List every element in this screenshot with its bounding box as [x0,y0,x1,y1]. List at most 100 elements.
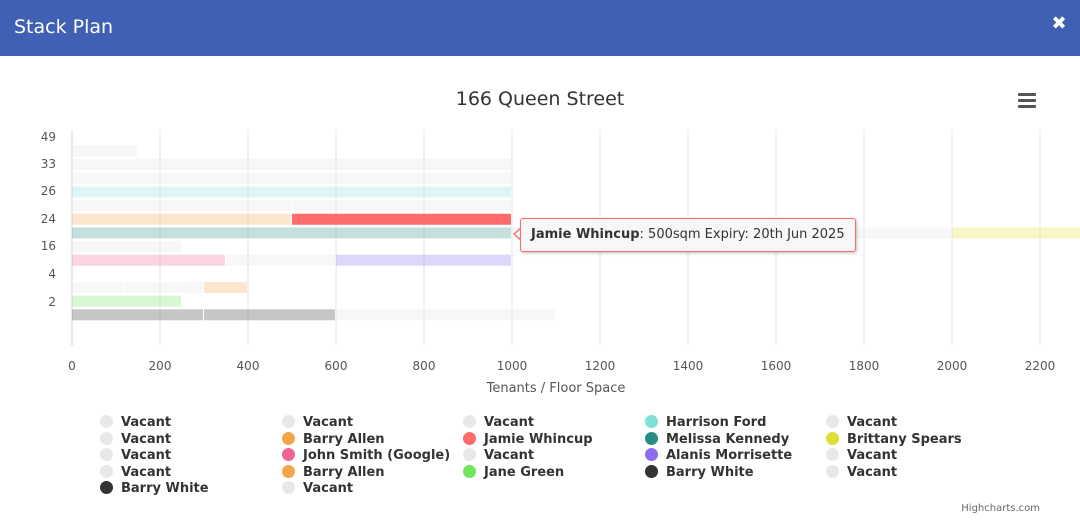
chart-tooltip: Jamie Whincup: 500sqm Expiry: 20th Jun 2… [520,218,856,252]
legend-symbol [645,415,658,428]
tooltip-arrow-inner [515,228,522,240]
legend-symbol [100,415,113,428]
bar-segment [72,186,511,198]
legend-label: Brittany Spears [847,431,962,447]
bar-segment [124,282,203,293]
bar-segment [72,241,181,253]
close-icon[interactable]: ✖ [1051,13,1067,34]
legend-item[interactable]: Vacant [463,448,534,464]
legend-label: Vacant [121,448,172,463]
legend-item[interactable]: Vacant [826,415,897,431]
bar-segment [72,227,511,239]
y-tick-label: 2 [48,295,56,309]
x-tick-label: 1400 [673,359,704,373]
highcharts-credits[interactable]: Highcharts.com [961,503,1040,514]
legend-item[interactable]: Barry White [100,481,209,497]
legend-symbol [282,481,295,494]
legend-label: Vacant [121,464,172,480]
legend-label: Vacant [484,415,535,430]
legend-label: Vacant [847,415,898,430]
bar-segment [72,172,511,184]
y-tick-label: 4 [48,267,56,281]
legend-item[interactable]: Vacant [282,415,353,431]
legend-item[interactable]: Vacant [826,464,898,481]
legend-label: John Smith (Google) [303,448,451,463]
y-tick-label: 33 [41,157,56,171]
legend-label: Vacant [121,415,172,430]
legend-symbol [645,464,658,478]
legend-symbol [100,431,113,445]
legend-item[interactable]: Vacant [100,415,171,431]
legend-item[interactable]: Vacant [100,431,171,448]
bar-segment [952,227,1080,239]
x-tick-label: 2200 [1025,359,1056,373]
bar-segment [292,200,511,212]
legend-symbol [826,431,839,445]
legend-label: Vacant [484,448,535,463]
modal-title: Stack Plan [14,16,114,38]
legend-symbol [645,448,658,461]
legend-symbol [463,448,476,461]
hamburger-menu-icon[interactable] [1016,93,1038,113]
legend-symbol [282,448,295,461]
tooltip-series-name: Jamie Whincup [531,227,640,242]
bar-segment [72,213,291,225]
legend-label: Melissa Kennedy [666,431,790,447]
legend-label: Alanis Morrisette [666,448,793,463]
bar-segment [204,309,335,321]
modal-header: Stack Plan ✖ [0,0,1080,56]
legend-symbol [282,431,295,445]
x-tick-label: 1800 [849,359,880,373]
x-tick-label: 600 [325,359,348,373]
legend-symbol [463,431,476,445]
y-tick-label: 26 [41,184,56,198]
legend-label: Barry White [666,464,754,480]
legend-symbol [463,464,476,478]
y-tick-label: 16 [41,239,56,253]
legend-label: Barry Allen [303,464,385,480]
bar-segment [72,145,137,157]
legend-item[interactable]: Barry Allen [282,464,385,481]
legend-item[interactable]: Brittany Spears [826,431,962,448]
legend-item[interactable]: Vacant [282,481,353,497]
legend-item[interactable]: Jamie Whincup [463,431,593,448]
legend-item[interactable]: John Smith (Google) [282,448,450,464]
legend-item[interactable]: Barry White [645,464,754,481]
legend-item[interactable]: Jane Green [463,464,564,481]
legend-item[interactable]: Harrison Ford [645,415,766,431]
legend-symbol [826,464,839,478]
legend-label: Vacant [303,481,354,496]
x-tick-label: 200 [149,359,172,373]
x-tick-label: 1600 [761,359,792,373]
x-tick-label: 2000 [937,359,968,373]
bar-segment [226,254,335,266]
legend-item[interactable]: Vacant [826,448,897,464]
legend-symbol [282,415,295,428]
legend-item[interactable]: Alanis Morrisette [645,448,792,464]
bar-segment [336,254,511,266]
bar-segment [72,200,291,212]
legend-item[interactable]: Melissa Kennedy [645,431,790,448]
y-tick-label: 24 [41,212,56,226]
bar-segment [336,309,555,321]
legend-item[interactable]: Vacant [463,415,534,431]
legend-label: Barry Allen [303,431,385,447]
x-tick-label: 400 [237,359,260,373]
legend-label: Vacant [847,464,898,480]
legend-item[interactable]: Barry Allen [282,431,385,448]
legend-label: Vacant [847,448,898,463]
legend-label: Jamie Whincup [484,431,593,447]
legend-symbol [826,448,839,461]
x-tick-label: 0 [68,359,76,373]
x-axis-label: Tenants / Floor Space [486,381,626,396]
bar-segment [72,309,203,321]
bar-segment [72,282,124,293]
legend-item[interactable]: Vacant [100,464,172,481]
legend-symbol [282,464,295,478]
legend-label: Harrison Ford [666,415,767,430]
legend-label: Barry White [121,481,209,496]
x-tick-label: 1200 [585,359,616,373]
y-tick-label: 49 [41,130,56,144]
legend-item[interactable]: Vacant [100,448,171,464]
bar-segment [204,282,247,293]
